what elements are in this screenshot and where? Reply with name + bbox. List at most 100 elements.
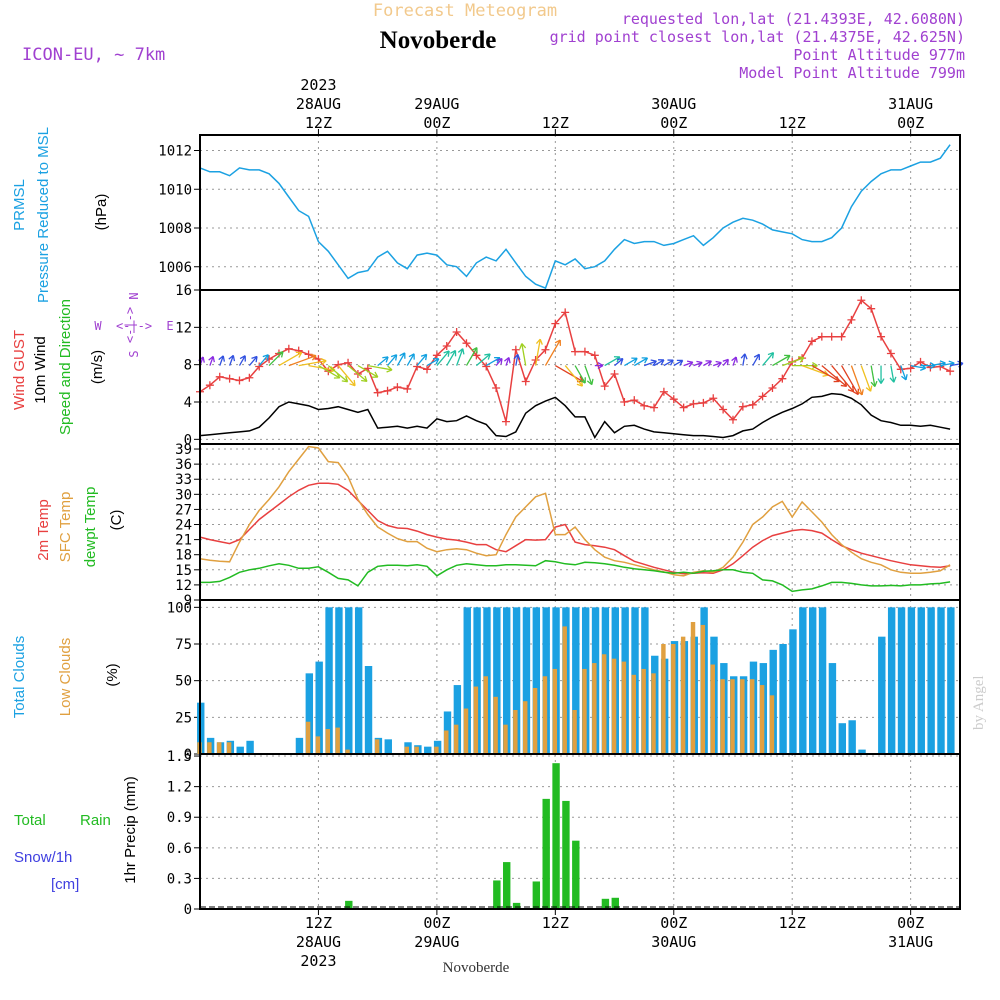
bar-low-clouds xyxy=(562,626,567,754)
bar-low-clouds xyxy=(552,668,558,754)
bar-low-clouds xyxy=(217,742,222,754)
wind-arrow-head xyxy=(295,351,303,358)
bar-total-clouds xyxy=(937,607,945,754)
temp-sfc-label: SFC Temp xyxy=(57,492,74,563)
y-tick-label: 0 xyxy=(184,747,192,763)
time-label: 00Z xyxy=(897,914,924,932)
bar-low-clouds xyxy=(759,685,765,754)
wind-arrow-head xyxy=(382,356,389,363)
bar-total-rain xyxy=(503,862,511,909)
y-tick-label: 0.9 xyxy=(167,810,192,826)
wind-arrow xyxy=(209,356,214,366)
time-label: 00Z xyxy=(897,114,924,132)
y-tick-label: 1010 xyxy=(158,182,192,198)
bar-total-clouds xyxy=(345,607,353,754)
bar-low-clouds xyxy=(710,664,715,754)
point-altitude-label: Point Altitude 977m xyxy=(793,46,965,64)
y-tick-label: 36 xyxy=(175,457,192,473)
wind-arrow-head xyxy=(513,353,521,361)
bar-low-clouds xyxy=(542,676,548,754)
wind-arrow xyxy=(732,356,737,366)
wind-arrow xyxy=(890,365,895,383)
wind-arrow xyxy=(782,357,805,367)
bar-low-clouds xyxy=(503,724,508,754)
wind-arrow-head xyxy=(641,357,649,364)
wind-arrow-head xyxy=(277,351,284,358)
total-clouds-label: Total Clouds xyxy=(11,636,28,719)
line-10m-wind xyxy=(199,392,951,440)
bar-total-clouds xyxy=(818,607,827,754)
wind-arrow xyxy=(713,362,722,367)
wind-arrow-head xyxy=(471,347,478,354)
wind-arrow-head xyxy=(722,358,729,366)
y-tick-label: 8 xyxy=(184,358,192,374)
gust-marker xyxy=(265,355,274,364)
wind-arrow xyxy=(268,351,284,367)
wind-arrow xyxy=(860,365,872,392)
wind-arrow xyxy=(347,365,368,382)
wind-arrow-head xyxy=(696,360,703,368)
wind-arrow xyxy=(396,352,406,366)
y-tick-label: 100 xyxy=(167,600,192,616)
bar-total-clouds xyxy=(848,720,856,754)
bar-total-clouds xyxy=(887,607,896,754)
bar-total-clouds xyxy=(354,607,363,754)
precip-legend-label: Total xyxy=(14,812,46,829)
y-tick-label: 1.5 xyxy=(167,749,192,765)
wind-arrow-head xyxy=(457,348,465,355)
bar-low-clouds xyxy=(483,676,488,754)
bar-total-clouds xyxy=(828,663,837,754)
y-tick-label: 0.6 xyxy=(167,841,192,857)
bar-low-clouds xyxy=(601,654,607,754)
wind-arrow-head xyxy=(484,353,491,360)
bar-low-clouds xyxy=(226,742,232,754)
requested-point-label: requested lon,lat (21.4393E, 42.6080N) xyxy=(622,10,965,28)
compass-arrows-vertical: <-|-> xyxy=(123,307,137,343)
chart-panels: 1006100810101012048121691215182124273033… xyxy=(158,134,964,918)
bar-total-clouds xyxy=(779,644,787,754)
compass-e: E xyxy=(166,319,173,333)
wind-arrow-head xyxy=(889,376,897,383)
wind-unit-label: (m/s) xyxy=(89,350,106,384)
wind-arrow-head xyxy=(631,357,638,364)
wind-arrow xyxy=(248,356,258,367)
panel-pressure: 1006 1008 1010 1012 xyxy=(158,134,961,291)
gust-marker xyxy=(432,351,441,360)
wind-arrow-head xyxy=(901,374,908,381)
bar-total-clouds xyxy=(572,607,580,754)
line-prmsl xyxy=(199,144,951,290)
gust-marker xyxy=(393,383,402,392)
wind-arrow-head xyxy=(408,353,415,360)
wind-arrow xyxy=(298,360,327,367)
bar-low-clouds xyxy=(661,644,666,754)
wind-arrow xyxy=(821,365,847,387)
bar-total-rain xyxy=(552,763,560,909)
gust-marker xyxy=(383,386,392,395)
bar-low-clouds xyxy=(207,742,212,754)
y-tick-label: 25 xyxy=(175,710,192,726)
bar-total-clouds xyxy=(927,607,935,754)
wind-arrow xyxy=(515,354,519,366)
wind-arrow xyxy=(436,350,450,367)
bar-total-clouds xyxy=(424,746,432,754)
gust-marker xyxy=(413,362,422,371)
y-tick-label: 12 xyxy=(175,578,192,594)
wind-arrow-head xyxy=(450,349,457,357)
prmsl-label: PRMSL xyxy=(11,179,28,231)
wind-arrow-head xyxy=(676,359,684,366)
wind-arrow-head xyxy=(686,360,694,368)
bar-low-clouds xyxy=(621,661,627,754)
wind-arrow xyxy=(624,357,638,367)
bar-total-rain xyxy=(601,898,610,909)
wind-arrow xyxy=(663,359,674,367)
bar-low-clouds xyxy=(680,636,686,754)
bar-total-clouds xyxy=(907,607,916,754)
wind-arrow-head xyxy=(715,360,722,368)
gust-marker xyxy=(728,415,737,424)
time-label: 12Z xyxy=(542,114,569,132)
panel-frame xyxy=(199,443,961,601)
wind-arrow xyxy=(762,352,774,367)
y-tick-label: 30 xyxy=(175,487,192,503)
bar-low-clouds xyxy=(631,674,637,754)
wind-arrow xyxy=(574,365,586,384)
